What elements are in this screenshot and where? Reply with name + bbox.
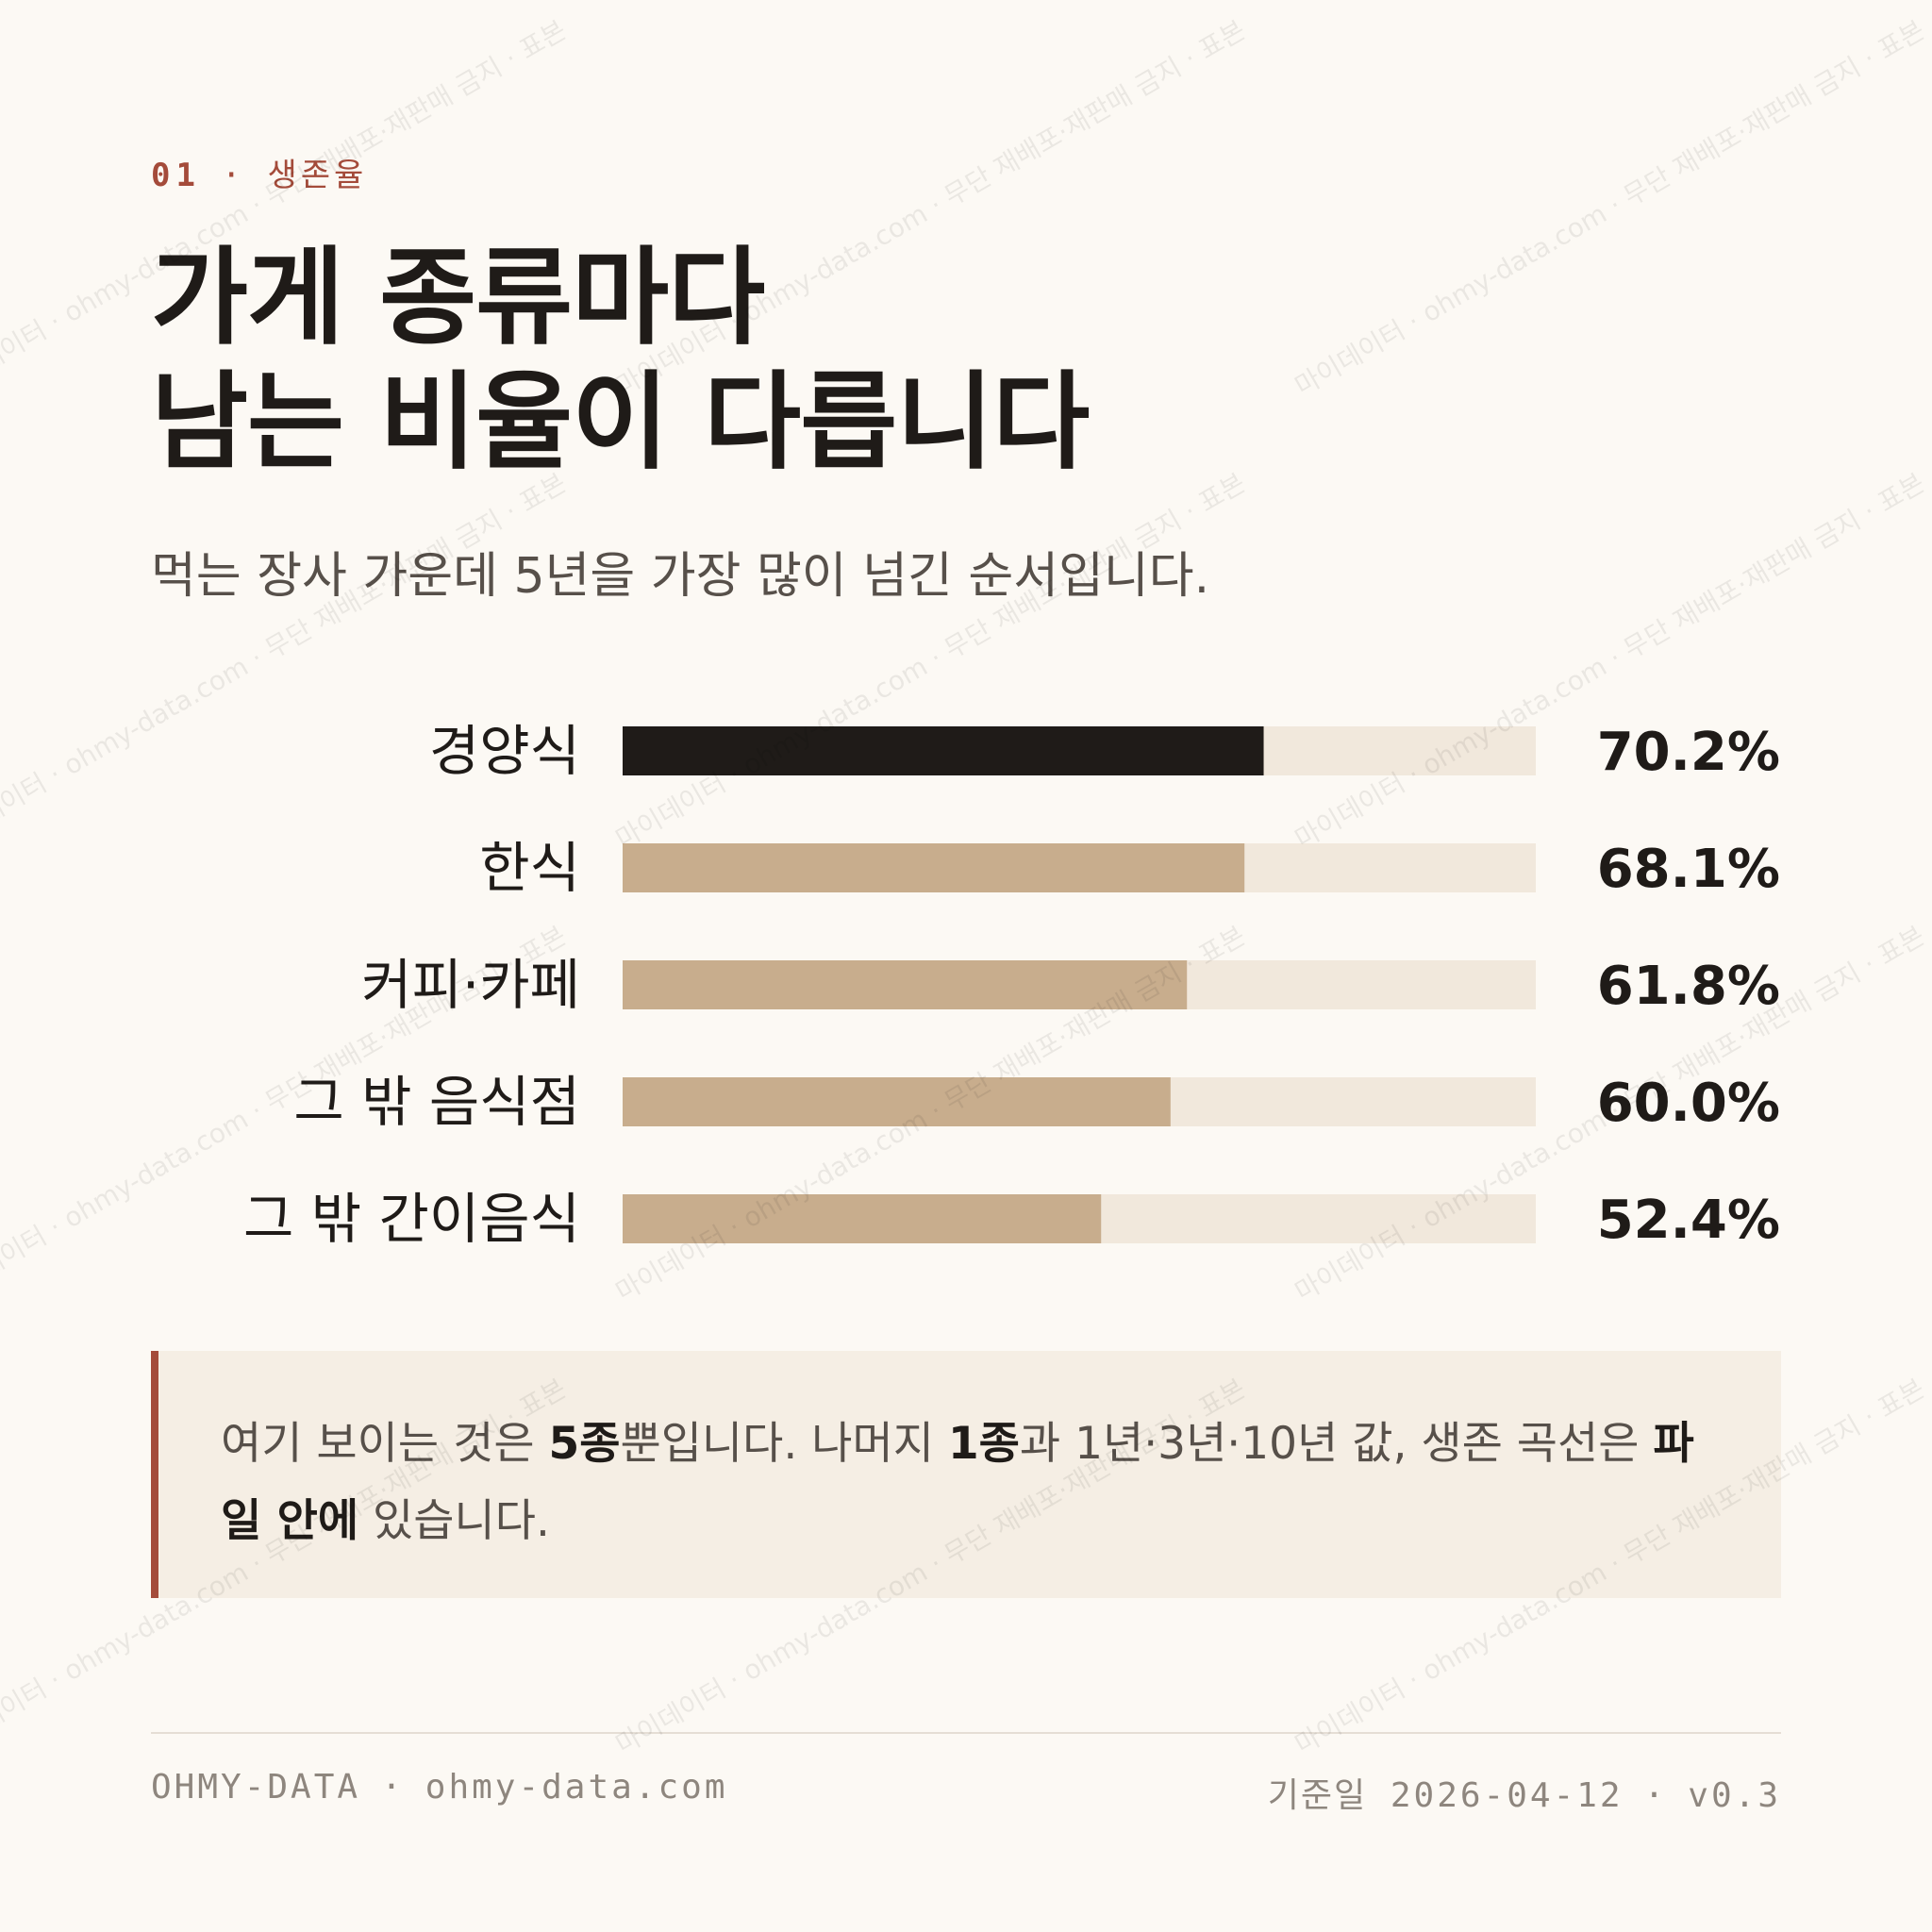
value-label: 68.1% (1597, 839, 1780, 900)
note-bold-2: 1종 (947, 1418, 1020, 1470)
page-subtitle: 먹는 장사 가운데 5년을 가장 많이 넘긴 순서입니다. (151, 548, 1210, 605)
section-number: 01 (151, 157, 201, 194)
page: 01 · 생존율 가게 종류마다 남는 비율이 다릅니다 먹는 장사 가운데 5년을… (151, 0, 1781, 1932)
value-label: 60.0% (1597, 1073, 1780, 1134)
value-label: 61.8% (1597, 956, 1780, 1017)
note-text-3: 과 1년·3년·10년 값, 생존 곡선은 (1019, 1418, 1654, 1470)
footer-meta: 기준일 2026-04-12 · v0.3 (1268, 1768, 1781, 1817)
bar-chart: 경양식 70.2% 한식 68.1% 커피·카페 61.8% 그 밖 음식점 60.0% 그 밖… (151, 698, 1781, 1283)
value-label: 52.4% (1597, 1190, 1780, 1251)
bar-row: 경양식 70.2% (429, 719, 1780, 783)
section-label: 생존율 (267, 157, 368, 194)
footer-separator: · (381, 1768, 405, 1807)
version-label: v0.3 (1688, 1776, 1781, 1815)
bar (623, 960, 1188, 1009)
bar (623, 1194, 1102, 1243)
page-title: 가게 종류마다 남는 비율이 다릅니다 (151, 236, 1090, 485)
note-box: 여기 보이는 것은 5종뿐입니다. 나머지 1종과 1년·3년·10년 값, 생… (151, 1351, 1781, 1598)
reference-date: 2026-04-12 (1390, 1776, 1624, 1815)
bar (623, 726, 1264, 775)
footer-divider (151, 1732, 1781, 1734)
note-text-2: 뿐입니다. 나머지 (620, 1418, 948, 1470)
bar-chart-svg: 경양식 70.2%한식 68.1%커피·카페 61.8%그 밖 음식점 60.0%그 밖… (243, 719, 1780, 1251)
note-bold-1: 5종 (548, 1418, 621, 1470)
value-label: 70.2% (1597, 722, 1780, 783)
date-label: 기준일 (1267, 1776, 1368, 1815)
bar-row: 그 밖 간이음식 52.4% (243, 1187, 1780, 1251)
note-bold-3: 파일 안에 (221, 1418, 1694, 1547)
title-line-1: 가게 종류마다 (151, 237, 765, 359)
note-text-4: 있습니다. (358, 1495, 550, 1547)
brand-site: ohmy-data.com (425, 1768, 728, 1807)
category-label: 그 밖 간이음식 (243, 1187, 580, 1251)
eyebrow-separator: · (221, 157, 247, 194)
category-label: 한식 (479, 836, 580, 900)
category-label: 커피·카페 (361, 953, 580, 1017)
bar (623, 843, 1245, 892)
category-label: 그 밖 음식점 (293, 1070, 580, 1134)
bar-row: 그 밖 음식점 60.0% (293, 1070, 1780, 1134)
category-label: 경양식 (429, 719, 580, 783)
footer-separator: · (1643, 1776, 1668, 1815)
bar-row: 한식 68.1% (479, 836, 1780, 900)
bar-row: 커피·카페 61.8% (361, 953, 1780, 1017)
footer-brand: OHMY-DATA · ohmy-data.com (151, 1768, 728, 1807)
section-eyebrow: 01 · 생존율 (151, 149, 367, 195)
brand-name: OHMY-DATA (151, 1768, 361, 1807)
bar (623, 1077, 1171, 1126)
title-line-2: 남는 비율이 다릅니다 (151, 361, 1090, 484)
note-text-1: 여기 보이는 것은 (221, 1418, 549, 1470)
